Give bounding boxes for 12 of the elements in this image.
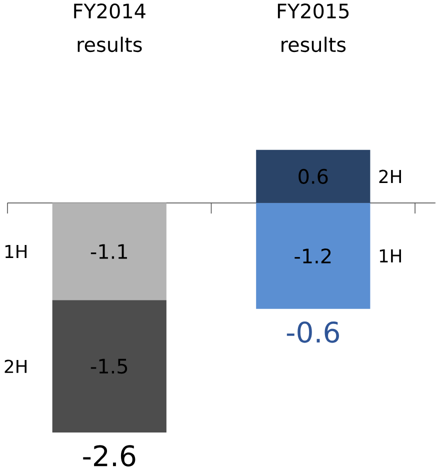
series-label: 2H (379, 170, 402, 184)
data-label: -1.2 (294, 248, 331, 264)
total-label: -0.6 (286, 321, 340, 343)
text: 2H (4, 360, 27, 373)
series-label: 1H (380, 249, 402, 262)
text: 1H (6, 245, 27, 258)
data-label: -1.5 (90, 358, 128, 374)
x-tick-label: FY2014 results (74, 3, 146, 52)
data-label: 0.6 (298, 168, 328, 184)
x-tick-label: FY2015 results (278, 3, 349, 52)
data-label: -1.1 (90, 244, 128, 259)
total-label: -2.6 (83, 445, 136, 466)
